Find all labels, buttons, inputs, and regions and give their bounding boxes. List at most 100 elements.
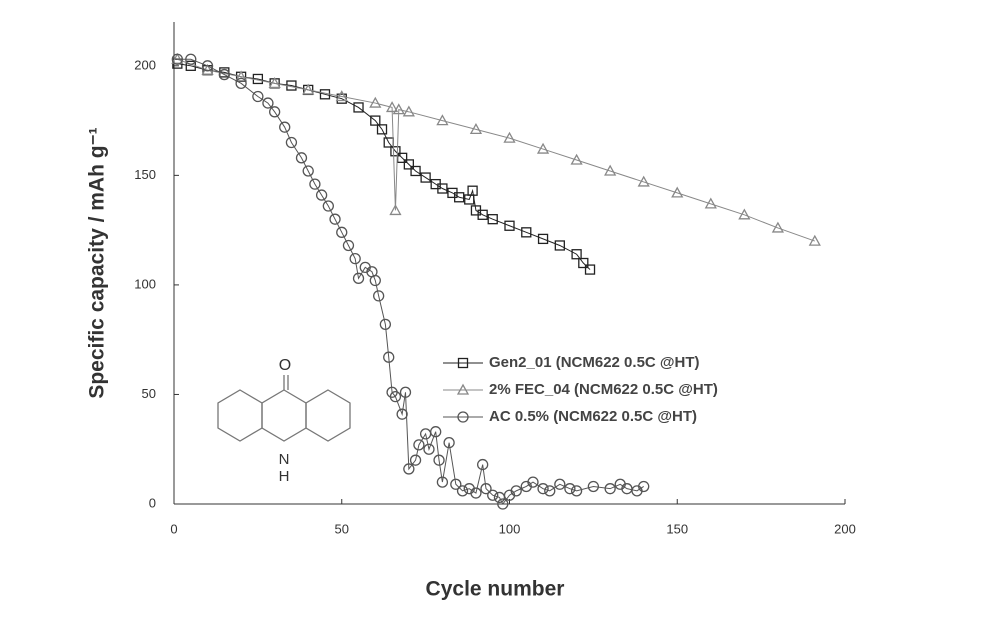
data-point: [487, 489, 499, 501]
legend-text: 2% FEC_04 (NCM622 0.5C @HT): [489, 381, 718, 398]
x-tick-label: 50: [335, 521, 349, 536]
atom-label: N: [279, 451, 290, 468]
data-point: [235, 77, 247, 89]
data-point: [349, 252, 361, 265]
data-point: [504, 220, 515, 231]
data-point: [544, 485, 556, 497]
data-point: [477, 209, 488, 220]
data-point: [638, 480, 650, 493]
data-point: [376, 124, 388, 135]
data-point: [510, 485, 522, 497]
data-point: [383, 351, 395, 363]
data-point: [584, 264, 596, 275]
data-point: [268, 77, 281, 88]
data-point: [704, 197, 717, 209]
ring-left: [217, 389, 263, 442]
data-point: [268, 106, 281, 118]
data-point: [329, 213, 341, 225]
data-point: [399, 386, 412, 398]
data-point: [527, 476, 539, 488]
data-point: [322, 200, 334, 212]
data-point: [808, 234, 821, 246]
data-point: [433, 454, 445, 466]
data-point: [336, 226, 348, 238]
atom-label: O: [279, 357, 291, 374]
data-point: [392, 103, 405, 115]
data-point: [379, 318, 392, 330]
data-point: [315, 189, 328, 201]
data-point: [285, 136, 298, 149]
y-tick-label: 100: [134, 276, 156, 291]
x-axis-title: Cycle number: [426, 578, 565, 601]
data-point: [456, 485, 469, 497]
data-point: [185, 53, 197, 65]
data-point: [738, 208, 751, 220]
molecule: [217, 375, 351, 442]
data-point: [637, 175, 650, 187]
data-point: [436, 476, 449, 488]
y-tick-label: 50: [142, 386, 156, 401]
legend-text: Gen2_01 (NCM622 0.5C @HT): [489, 354, 700, 371]
data-point: [295, 152, 308, 164]
data-point: [369, 96, 382, 108]
data-point: [335, 90, 348, 102]
data-point: [443, 437, 455, 449]
data-point: [302, 83, 315, 95]
x-tick-label: 100: [499, 521, 521, 536]
data-point: [450, 478, 462, 490]
y-tick-label: 0: [149, 495, 156, 510]
data-point: [436, 114, 449, 126]
ring-right: [305, 389, 351, 442]
series-line: [177, 63, 591, 270]
data-point: [309, 178, 321, 190]
data-point: [390, 146, 401, 157]
data-point: [537, 233, 549, 245]
series-line: [177, 58, 815, 242]
data-point: [470, 487, 482, 499]
data-point: [410, 165, 421, 177]
data-point: [437, 183, 448, 194]
x-tick-label: 0: [170, 521, 177, 536]
x-tick-label: 200: [834, 521, 856, 536]
legend-marker: [457, 411, 469, 423]
data-point: [771, 221, 785, 233]
data-point: [171, 53, 184, 65]
data-point: [487, 214, 498, 225]
data-point: [403, 463, 415, 475]
data-point: [396, 408, 408, 420]
data-point: [413, 439, 425, 451]
data-point: [420, 172, 431, 183]
data-point: [497, 498, 509, 510]
data-point: [201, 60, 214, 72]
data-point: [604, 483, 616, 495]
data-point: [403, 159, 415, 170]
data-point: [467, 185, 478, 196]
data-point: [369, 274, 381, 287]
data-point: [402, 105, 415, 117]
data-point: [373, 290, 385, 302]
data-point: [454, 192, 465, 203]
data-point: [389, 204, 402, 216]
data-point: [571, 249, 582, 260]
data-point: [570, 153, 583, 165]
legend-marker: [456, 383, 470, 395]
data-point: [370, 115, 381, 126]
data-point: [564, 483, 576, 495]
data-point: [554, 478, 566, 490]
data-point: [430, 426, 442, 438]
data-point: [342, 239, 355, 252]
data-point: [604, 164, 617, 176]
data-point: [279, 121, 291, 133]
data-point: [252, 90, 264, 103]
y-tick-label: 200: [134, 57, 156, 72]
data-point: [570, 485, 583, 497]
data-point: [385, 101, 399, 113]
legend-marker: [457, 357, 469, 369]
data-point: [477, 458, 489, 471]
data-point: [503, 131, 516, 143]
data-point: [671, 186, 684, 198]
data-point: [352, 272, 365, 284]
x-tick-label: 150: [666, 521, 688, 536]
data-point: [578, 257, 589, 269]
